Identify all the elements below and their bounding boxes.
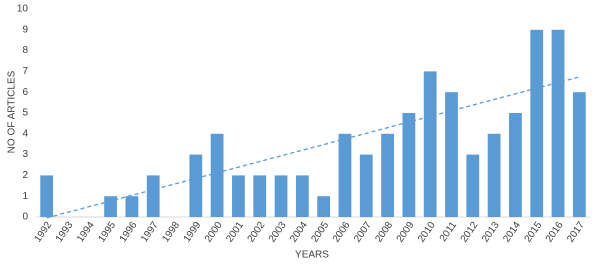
y-axis-title: NO OF ARTICLES <box>7 70 18 153</box>
x-tick-label: 2000 <box>203 220 225 245</box>
bar <box>572 92 586 217</box>
bar <box>104 196 117 217</box>
x-tick-label: 2002 <box>246 220 268 245</box>
x-tick-label: 2014 <box>501 220 523 245</box>
x-tick-label: 2005 <box>310 220 332 245</box>
x-tick-label: 2017 <box>565 220 587 245</box>
x-tick-label: 1993 <box>54 220 76 245</box>
bar <box>551 29 565 217</box>
y-tick-label: 1 <box>22 191 28 202</box>
x-tick-label: 2012 <box>459 220 481 245</box>
bar <box>295 175 309 217</box>
x-tick-label: 2010 <box>416 220 438 245</box>
x-tick-label: 2006 <box>331 220 353 245</box>
bar <box>338 133 352 217</box>
x-tick-label: 2004 <box>288 220 310 245</box>
x-tick-label: 1992 <box>33 220 55 245</box>
bar <box>466 154 480 217</box>
y-tick-label: 5 <box>22 108 28 119</box>
y-tick-label: 3 <box>22 149 28 160</box>
x-tick-label: 2011 <box>438 220 460 244</box>
bar <box>146 175 160 217</box>
x-tick-label: 2001 <box>224 220 246 245</box>
trendline <box>46 76 580 219</box>
bar <box>445 92 458 217</box>
x-tick-label: 2003 <box>267 220 289 245</box>
y-tick-label: 0 <box>22 212 28 223</box>
x-tick-label: 2016 <box>544 220 566 245</box>
x-tick-label: 2015 <box>523 220 545 245</box>
x-tick-label: 1994 <box>75 220 97 245</box>
bar <box>210 133 224 217</box>
y-tick-label: 10 <box>17 4 29 15</box>
x-tick-label: 2007 <box>352 220 374 245</box>
x-tick-label: 1995 <box>96 220 118 245</box>
y-tick-label: 2 <box>22 170 28 181</box>
x-tick-label: 2008 <box>373 220 395 245</box>
bar <box>40 175 54 217</box>
bar <box>423 71 437 218</box>
bar <box>487 133 501 217</box>
x-tick-label: 1997 <box>139 220 161 245</box>
x-tick-label: 1999 <box>182 220 204 245</box>
x-axis-title: YEARS <box>295 250 329 261</box>
y-tick-label: 9 <box>22 24 28 35</box>
bar <box>530 29 544 217</box>
bar <box>402 113 416 217</box>
x-tick-label: 2009 <box>395 220 417 245</box>
bar <box>381 133 394 217</box>
bar <box>317 196 331 217</box>
bar <box>359 154 373 217</box>
x-tick-label: 2013 <box>480 220 502 245</box>
x-tick-label: 1998 <box>160 220 182 245</box>
bar <box>125 196 139 217</box>
y-tick-label: 6 <box>22 87 28 98</box>
y-tick-label: 7 <box>22 66 28 77</box>
bar <box>189 154 203 217</box>
y-tick-label: 4 <box>22 128 28 139</box>
x-tick-label: 1996 <box>118 220 140 245</box>
bar <box>232 175 245 217</box>
bar <box>509 113 522 217</box>
y-tick-label: 8 <box>22 45 28 56</box>
bar <box>274 175 288 217</box>
bar <box>253 175 267 217</box>
